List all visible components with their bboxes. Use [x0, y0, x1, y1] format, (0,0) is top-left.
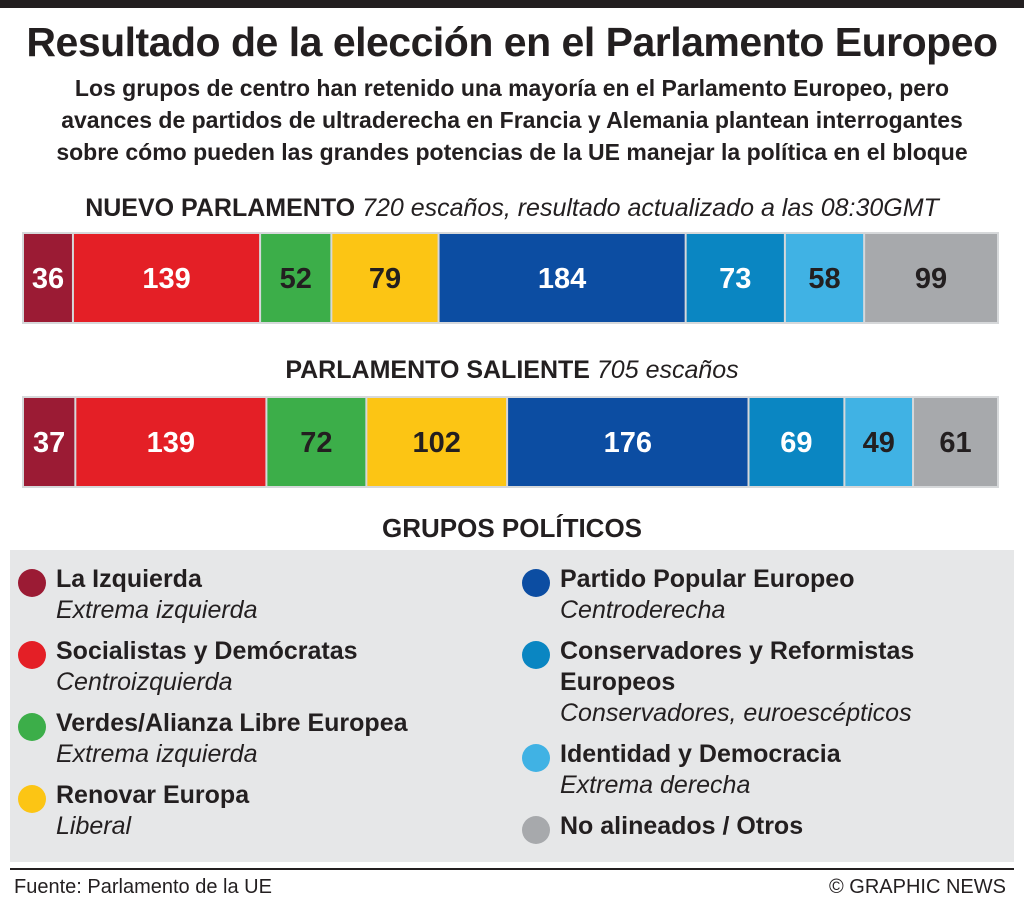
bar-value-renew: 102: [413, 427, 461, 459]
bar-segment-ecr: [749, 398, 844, 486]
legend-item-name: La Izquierda: [56, 565, 202, 593]
bar-value-id: 49: [863, 427, 895, 459]
outgoing-parliament-chart: 37 139 72 102 176 69 49 61: [24, 398, 997, 486]
new-parliament-heading: NUEVO PARLAMENTO 720 escaños, resultado …: [0, 193, 1024, 223]
bar-segment-renew: [367, 398, 507, 486]
epp-group-swatch: [522, 569, 550, 597]
bar-segment-ni: [865, 234, 997, 322]
new-parliament-chart: 36 139 52 79 184 73 58 99: [24, 234, 997, 322]
sd-group-swatch: [18, 641, 46, 669]
legend-item-name: Verdes/Alianza Libre Europea: [56, 709, 408, 737]
legend-item: Verdes/Alianza Libre Europea Extrema izq…: [18, 708, 498, 770]
legend-item: No alineados / Otros: [522, 811, 1002, 844]
page-title: Resultado de la elección en el Parlament…: [26, 19, 998, 65]
bar-value-sd: 139: [142, 263, 190, 295]
legend-item: Partido Popular Europeo Centroderecha: [522, 564, 1002, 626]
legend-item: Identidad y Democracia Extrema derecha: [522, 739, 1002, 801]
credit: © GRAPHIC NEWS: [829, 876, 1006, 898]
bar-segment-renew: [332, 234, 438, 322]
bar-segment-left: [24, 398, 75, 486]
outgoing-parliament-note: 705 escaños: [596, 356, 739, 384]
bar-segment-epp: [508, 398, 748, 486]
legend-item: Renovar Europa Liberal: [18, 780, 498, 842]
bar-value-greens: 72: [300, 427, 332, 459]
renew-group-swatch: [18, 785, 46, 813]
bar-segment-sd: [76, 398, 266, 486]
legend-item-name: Socialistas y Demócratas: [56, 637, 358, 665]
subtitle-line: sobre cómo pueden las grandes potencias …: [56, 139, 968, 165]
bar-value-ecr: 73: [719, 263, 751, 295]
legend-item-name: Conservadores y Reformistas Europeos: [560, 637, 915, 696]
outgoing-parliament-bar: 37 139 72 102 176 69 49 61: [22, 396, 999, 488]
outgoing-parliament-heading: PARLAMENTO SALIENTE 705 escaños: [0, 355, 1024, 385]
subtitle-line: Los grupos de centro han retenido una ma…: [74, 75, 950, 101]
bar-segment-id: [845, 398, 913, 486]
legend-item-desc: Extrema izquierda: [56, 740, 258, 768]
bar-segment-ni: [914, 398, 997, 486]
id-group-swatch: [522, 744, 550, 772]
new-parliament-bar: 36 139 52 79 184 73 58 99: [22, 232, 999, 324]
bar-value-epp: 184: [538, 263, 586, 295]
bar-value-id: 58: [808, 263, 840, 295]
bar-value-renew: 79: [369, 263, 401, 295]
subtitle: Los grupos de centro han retenido una ma…: [0, 72, 1024, 168]
legend-item: La Izquierda Extrema izquierda: [18, 564, 498, 626]
groups-title: GRUPOS POLÍTICOS: [381, 513, 643, 543]
bar-segment-epp: [439, 234, 685, 322]
bar-value-sd: 139: [147, 427, 195, 459]
greens-group-swatch: [18, 713, 46, 741]
ni-group-swatch: [522, 816, 550, 844]
bar-value-left: 36: [32, 263, 64, 295]
subtitle-line: avances de partidos de ultraderecha en F…: [61, 107, 963, 133]
top-rule: [0, 0, 1024, 8]
legend-item-desc: Extrema derecha: [560, 771, 751, 799]
bar-value-epp: 176: [604, 427, 652, 459]
legend-column-right: Partido Popular Europeo Centroderecha Co…: [522, 564, 1002, 852]
left-group-swatch: [18, 569, 46, 597]
outgoing-parliament-label: PARLAMENTO SALIENTE: [285, 356, 590, 384]
bar-value-ecr: 69: [780, 427, 812, 459]
footer-rule: [10, 868, 1014, 870]
legend: La Izquierda Extrema izquierda Socialist…: [10, 550, 1014, 862]
legend-item-name: No alineados / Otros: [560, 812, 804, 840]
bar-segment-greens: [267, 398, 366, 486]
ecr-group-swatch: [522, 641, 550, 669]
legend-item: Socialistas y Demócratas Centroizquierda: [18, 636, 498, 698]
legend-item: Conservadores y Reformistas Europeos Con…: [522, 636, 1002, 729]
legend-item-desc: Conservadores, euroescépticos: [560, 699, 912, 727]
bar-segment-left: [24, 234, 72, 322]
bar-segment-id: [785, 234, 864, 322]
bar-segment-sd: [73, 234, 260, 322]
legend-column-left: La Izquierda Extrema izquierda Socialist…: [18, 564, 498, 852]
legend-item-name: Renovar Europa: [56, 781, 250, 809]
bar-value-greens: 52: [280, 263, 312, 295]
source-note: Fuente: Parlamento de la UE: [14, 876, 272, 898]
legend-item-name: Identidad y Democracia: [560, 740, 841, 768]
legend-item-desc: Extrema izquierda: [56, 596, 258, 624]
bar-value-ni: 99: [915, 263, 947, 295]
bar-value-left: 37: [33, 427, 65, 459]
legend-item-desc: Centroizquierda: [56, 668, 233, 696]
bar-value-ni: 61: [939, 427, 971, 459]
legend-item-name: Partido Popular Europeo: [560, 565, 855, 593]
legend-item-desc: Centroderecha: [560, 596, 726, 624]
legend-item-desc: Liberal: [56, 812, 132, 840]
bar-segment-greens: [261, 234, 331, 322]
new-parliament-label: NUEVO PARLAMENTO: [85, 194, 356, 222]
bar-segment-ecr: [686, 234, 784, 322]
new-parliament-note: 720 escaños, resultado actualizado a las…: [362, 194, 939, 222]
